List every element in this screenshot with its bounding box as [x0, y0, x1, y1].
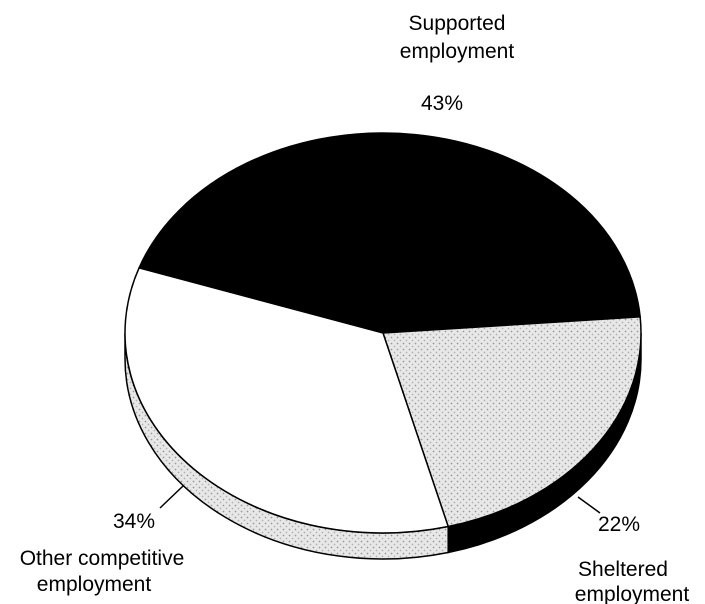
sheltered-label-line1: Sheltered: [578, 558, 668, 581]
sheltered-value-label: 22%: [598, 513, 640, 536]
supported-value-label: 43%: [421, 92, 463, 115]
pie-slice-supported: [138, 132, 641, 334]
leader-line-sheltered: [577, 496, 601, 514]
leader-line-other: [159, 485, 184, 509]
pie-top-slices: [124, 132, 642, 534]
other-value-label: 34%: [113, 510, 155, 533]
other-label-line2: employment: [37, 573, 152, 596]
pie-slice-other: [124, 266, 450, 534]
supported-label-line2: employment: [400, 40, 515, 63]
leader-lines: [159, 485, 601, 514]
supported-label-line1: Supported: [409, 12, 506, 35]
other-label-line1: Other competitive: [20, 547, 185, 570]
pie-slice-sheltered: [381, 316, 642, 528]
sheltered-label-line2: employment: [575, 583, 690, 604]
